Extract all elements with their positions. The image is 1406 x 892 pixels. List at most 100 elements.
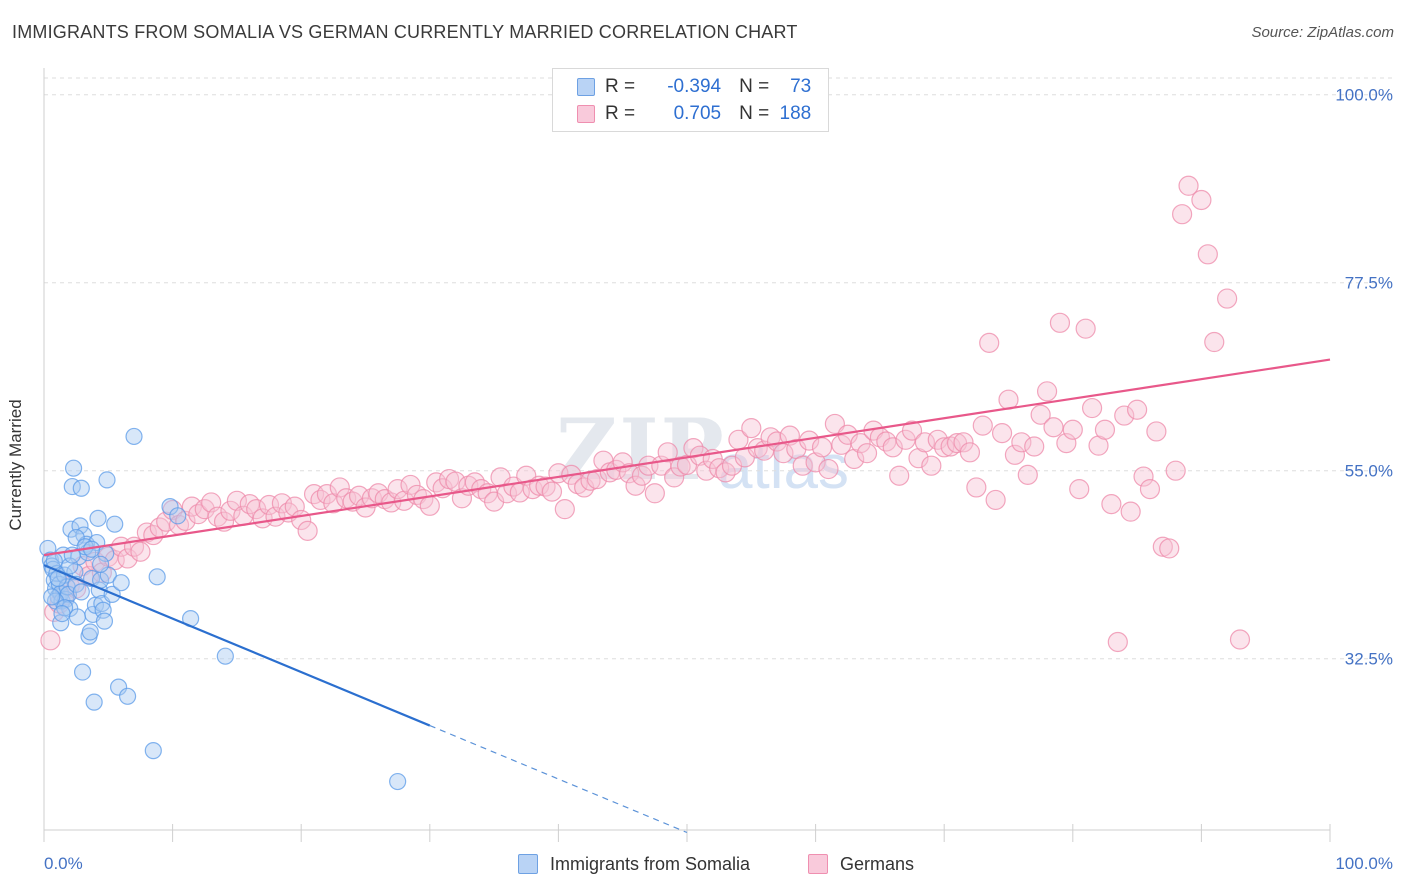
point-somalia-41 — [94, 601, 112, 619]
bottom-legend-somalia: Immigrants from Somalia — [518, 852, 750, 876]
point-germans-172 — [1139, 478, 1161, 500]
bottom-legend-label-somalia: Immigrants from Somalia — [550, 853, 751, 874]
y-tick-label-3: 32.5% — [1345, 650, 1393, 669]
point-somalia-64 — [72, 583, 90, 601]
point-germans-166 — [1101, 494, 1122, 515]
point-germans-95 — [644, 483, 665, 504]
point-somalia-55 — [169, 507, 187, 525]
point-germans-73 — [503, 476, 524, 497]
point-germans-155 — [1030, 404, 1051, 425]
point-germans-123 — [824, 413, 845, 435]
point-germans-144 — [959, 442, 981, 463]
watermark-atlas: atlas — [718, 433, 849, 502]
point-somalia-48 — [109, 678, 128, 696]
point-germans-165 — [1094, 419, 1116, 440]
point-germans-175 — [1159, 538, 1180, 559]
point-somalia-62 — [61, 557, 79, 575]
point-somalia-50 — [118, 687, 137, 705]
bottom-legend-swatch-somalia — [518, 854, 538, 874]
point-germans-154 — [1024, 436, 1045, 457]
point-somalia-26 — [73, 663, 92, 681]
trendline-somalia-extension — [429, 725, 688, 834]
point-germans-57 — [400, 474, 421, 496]
point-germans-92 — [625, 475, 646, 496]
watermark-zip: ZIP — [556, 400, 726, 499]
point-germans-163 — [1081, 397, 1103, 419]
legend-swatch-germans — [577, 105, 595, 123]
point-germans-43 — [310, 489, 331, 511]
legend-r-label: R = — [605, 103, 636, 124]
point-germans-156 — [1036, 381, 1058, 402]
y-axis-label: Currently Married — [6, 399, 25, 531]
point-germans-98 — [664, 467, 685, 488]
legend-r-value-somalia: -0.394 — [667, 76, 722, 97]
point-germans-60 — [419, 495, 440, 516]
bottom-legend-label-germans: Germans — [840, 853, 915, 874]
point-germans-146 — [972, 415, 993, 436]
point-germans-148 — [985, 489, 1006, 511]
point-germans-161 — [1069, 478, 1090, 500]
point-germans-151 — [1004, 444, 1026, 465]
point-germans-145 — [966, 477, 987, 498]
point-germans-133 — [889, 465, 910, 486]
point-germans-99 — [670, 456, 691, 477]
point-germans-180 — [1197, 244, 1218, 265]
chart-title: IMMIGRANTS FROM SOMALIA VS GERMAN CURREN… — [12, 22, 798, 42]
point-germans-0 — [40, 630, 61, 651]
point-germans-173 — [1146, 421, 1167, 442]
point-somalia-69 — [53, 604, 71, 623]
point-germans-118 — [792, 455, 813, 476]
point-germans-158 — [1049, 312, 1071, 333]
point-germans-152 — [1011, 432, 1032, 453]
point-germans-170 — [1126, 399, 1148, 420]
legend-n-label: N = — [739, 76, 770, 97]
y-tick-label-1: 77.5% — [1345, 274, 1393, 293]
point-germans-149 — [991, 423, 1013, 444]
legend-n-value-somalia: 73 — [790, 76, 812, 97]
point-somalia-49 — [112, 574, 130, 592]
point-germans-121 — [811, 437, 833, 458]
point-germans-122 — [818, 458, 839, 480]
point-somalia-72 — [91, 555, 110, 573]
point-germans-35 — [258, 494, 280, 516]
bottom-legend-germans: Germans — [808, 852, 914, 876]
point-germans-174 — [1152, 536, 1173, 557]
point-germans-65 — [451, 488, 473, 509]
legend-n-value-germans: 188 — [779, 103, 812, 124]
point-germans-132 — [882, 437, 903, 458]
y-tick-label-2: 55.0% — [1345, 462, 1393, 481]
point-germans-171 — [1133, 466, 1154, 487]
point-somalia-37 — [89, 509, 107, 527]
point-germans-128 — [856, 443, 878, 464]
point-somalia-25 — [72, 479, 90, 497]
point-germans-79 — [541, 481, 563, 502]
point-somalia-47 — [106, 515, 124, 533]
point-somalia-53 — [148, 568, 166, 586]
point-somalia-63 — [67, 528, 85, 547]
legend-r-value-germans: 0.705 — [673, 103, 722, 124]
point-germans-182 — [1217, 288, 1238, 309]
point-germans-46 — [329, 477, 350, 498]
point-germans-55 — [387, 478, 408, 500]
point-germans-169 — [1120, 501, 1141, 522]
point-germans-159 — [1056, 433, 1077, 454]
point-germans-81 — [554, 499, 575, 520]
trendline-germans — [43, 358, 1331, 557]
point-somalia-57 — [216, 647, 234, 665]
legend-swatch-somalia — [577, 78, 595, 96]
legend-row-somalia: R = -0.394 N = 73 — [577, 76, 811, 98]
point-germans-183 — [1229, 629, 1251, 650]
point-germans-135 — [901, 420, 923, 441]
point-somalia-66 — [43, 588, 61, 606]
point-germans-143 — [953, 432, 974, 453]
legend-box: R = -0.394 N = 73 R = 0.705 N = 188 — [552, 68, 829, 132]
point-germans-86 — [586, 468, 608, 490]
y-tick-label-0: 100.0% — [1335, 86, 1393, 105]
point-germans-120 — [805, 452, 826, 473]
point-germans-157 — [1043, 417, 1064, 438]
point-somalia-58 — [389, 772, 407, 791]
x-tick-label-0: 0.0% — [44, 854, 83, 873]
point-germans-181 — [1204, 331, 1225, 353]
point-germans-147 — [979, 332, 1000, 353]
